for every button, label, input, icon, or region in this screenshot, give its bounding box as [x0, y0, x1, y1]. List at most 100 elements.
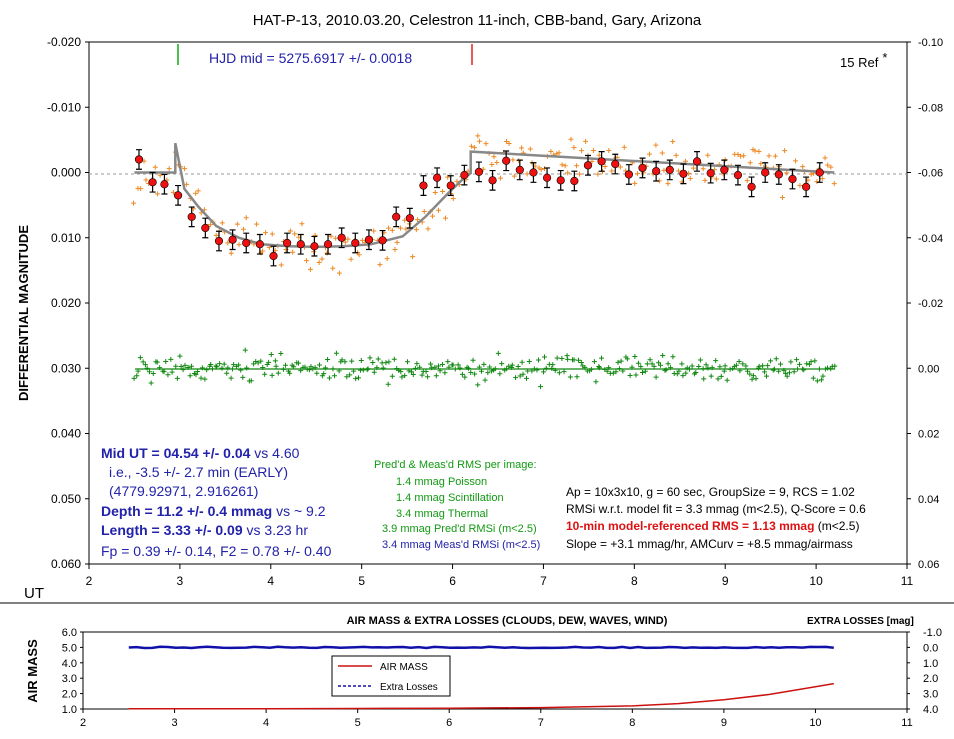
residual-point	[784, 373, 790, 379]
residual-point	[495, 350, 501, 356]
residual-point	[639, 369, 645, 375]
raw-data-point	[661, 167, 667, 173]
binned-data-point	[310, 242, 319, 251]
residual-point	[134, 373, 140, 379]
raw-data-point	[491, 154, 497, 160]
raw-data-point	[752, 148, 758, 154]
residual-point	[188, 363, 194, 369]
raw-data-point	[808, 171, 814, 177]
residual-point	[538, 384, 544, 390]
raw-data-point	[665, 181, 671, 187]
binned-data-point	[419, 181, 428, 190]
hjd-mid-label: HJD mid = 5275.6917 +/- 0.0018	[209, 50, 412, 66]
residual-point	[367, 355, 373, 361]
raw-data-point	[356, 252, 362, 258]
residual-point	[534, 367, 540, 373]
y-tick-label: 0.020	[51, 296, 81, 310]
residual-point	[146, 369, 152, 375]
residual-point	[482, 377, 488, 383]
residual-point	[262, 371, 268, 377]
raw-data-point	[182, 166, 188, 172]
aperture-text: Ap = 10x3x10, g = 60 sec, GroupSize = 9,…	[566, 485, 855, 499]
extra-loss-tick-label: 0.0	[923, 642, 938, 654]
main-plot-area: 2 3 4 5 6 7 8 9 10 11 -0.020-0.0100.0000.0100.020…	[47, 35, 943, 588]
raw-data-point	[596, 152, 602, 158]
residual-point	[195, 368, 201, 374]
y2-tick-label: -0.04	[918, 233, 943, 245]
raw-data-point	[184, 181, 190, 187]
raw-data-point	[741, 153, 747, 159]
residual-point	[275, 370, 281, 376]
raw-data-point	[756, 148, 762, 154]
residual-point	[814, 378, 820, 384]
raw-data-point	[143, 177, 149, 183]
residual-point	[722, 363, 728, 369]
residual-point	[475, 382, 481, 388]
binned-data-point	[405, 214, 414, 223]
raw-data-point	[392, 246, 398, 252]
residual-point	[810, 375, 816, 381]
residual-point	[462, 374, 468, 380]
y-tick-label: 0.010	[51, 231, 81, 245]
raw-data-point	[700, 166, 706, 172]
y-tick-label: 0.000	[51, 166, 81, 180]
residual-point	[574, 374, 580, 380]
raw-data-point	[713, 176, 719, 182]
residual-point	[515, 364, 521, 370]
residual-point	[137, 355, 143, 361]
binned-data-point	[515, 165, 524, 174]
residual-point	[268, 352, 274, 358]
residual-point	[423, 369, 429, 375]
residual-point	[457, 365, 463, 371]
residual-point	[604, 368, 610, 374]
raw-data-point	[800, 164, 806, 170]
rms-measured: 3.4 mmag Meas'd RMSi (m<2.5)	[382, 539, 540, 551]
residual-point	[701, 376, 707, 382]
residual-point	[177, 353, 183, 359]
residual-point	[231, 362, 237, 368]
residual-point	[509, 362, 515, 368]
residual-point	[414, 361, 420, 367]
residual-point	[542, 354, 548, 360]
y-tick-label: 0.060	[51, 557, 81, 571]
residual-point	[144, 365, 150, 371]
raw-data-point	[489, 161, 495, 167]
y2-tick-label: 0.00	[918, 363, 939, 375]
residual-point	[549, 365, 555, 371]
raw-data-point	[440, 188, 446, 194]
y2-tick-label: 0.04	[918, 494, 939, 506]
binned-data-point	[788, 174, 797, 184]
legend-box	[331, 655, 451, 697]
binned-data-point	[201, 223, 210, 233]
residual-point	[804, 361, 810, 367]
binned-data-point	[638, 163, 647, 173]
x-tick-label: 7	[540, 574, 547, 588]
binned-data-point	[652, 167, 661, 176]
residual-point	[653, 374, 659, 380]
residual-point	[543, 365, 549, 371]
residual-point	[321, 371, 327, 377]
airmass-x-tick-label: 5	[355, 717, 361, 729]
binned-data-point	[570, 176, 579, 186]
rms-scintillation: 1.4 mmag Scintillation	[396, 492, 504, 504]
residual-point	[370, 360, 376, 366]
raw-data-point	[442, 215, 448, 221]
raw-data-point	[328, 233, 334, 239]
binned-data-point	[679, 169, 688, 178]
binned-data-point	[446, 181, 455, 190]
raw-data-point	[475, 133, 481, 139]
rms-header: Pred'd & Meas'd RMS per image:	[374, 459, 537, 471]
binned-data-point	[378, 236, 387, 245]
residual-point	[314, 370, 320, 376]
binned-data-point	[747, 182, 756, 191]
residual-point	[564, 353, 570, 359]
residual-point	[633, 372, 639, 378]
raw-data-point	[170, 189, 176, 195]
residual-point	[736, 358, 742, 364]
raw-data-point	[219, 220, 225, 226]
residual-point	[224, 370, 230, 376]
residual-point	[499, 361, 505, 367]
residual-point	[168, 356, 174, 362]
residual-point	[613, 369, 619, 375]
